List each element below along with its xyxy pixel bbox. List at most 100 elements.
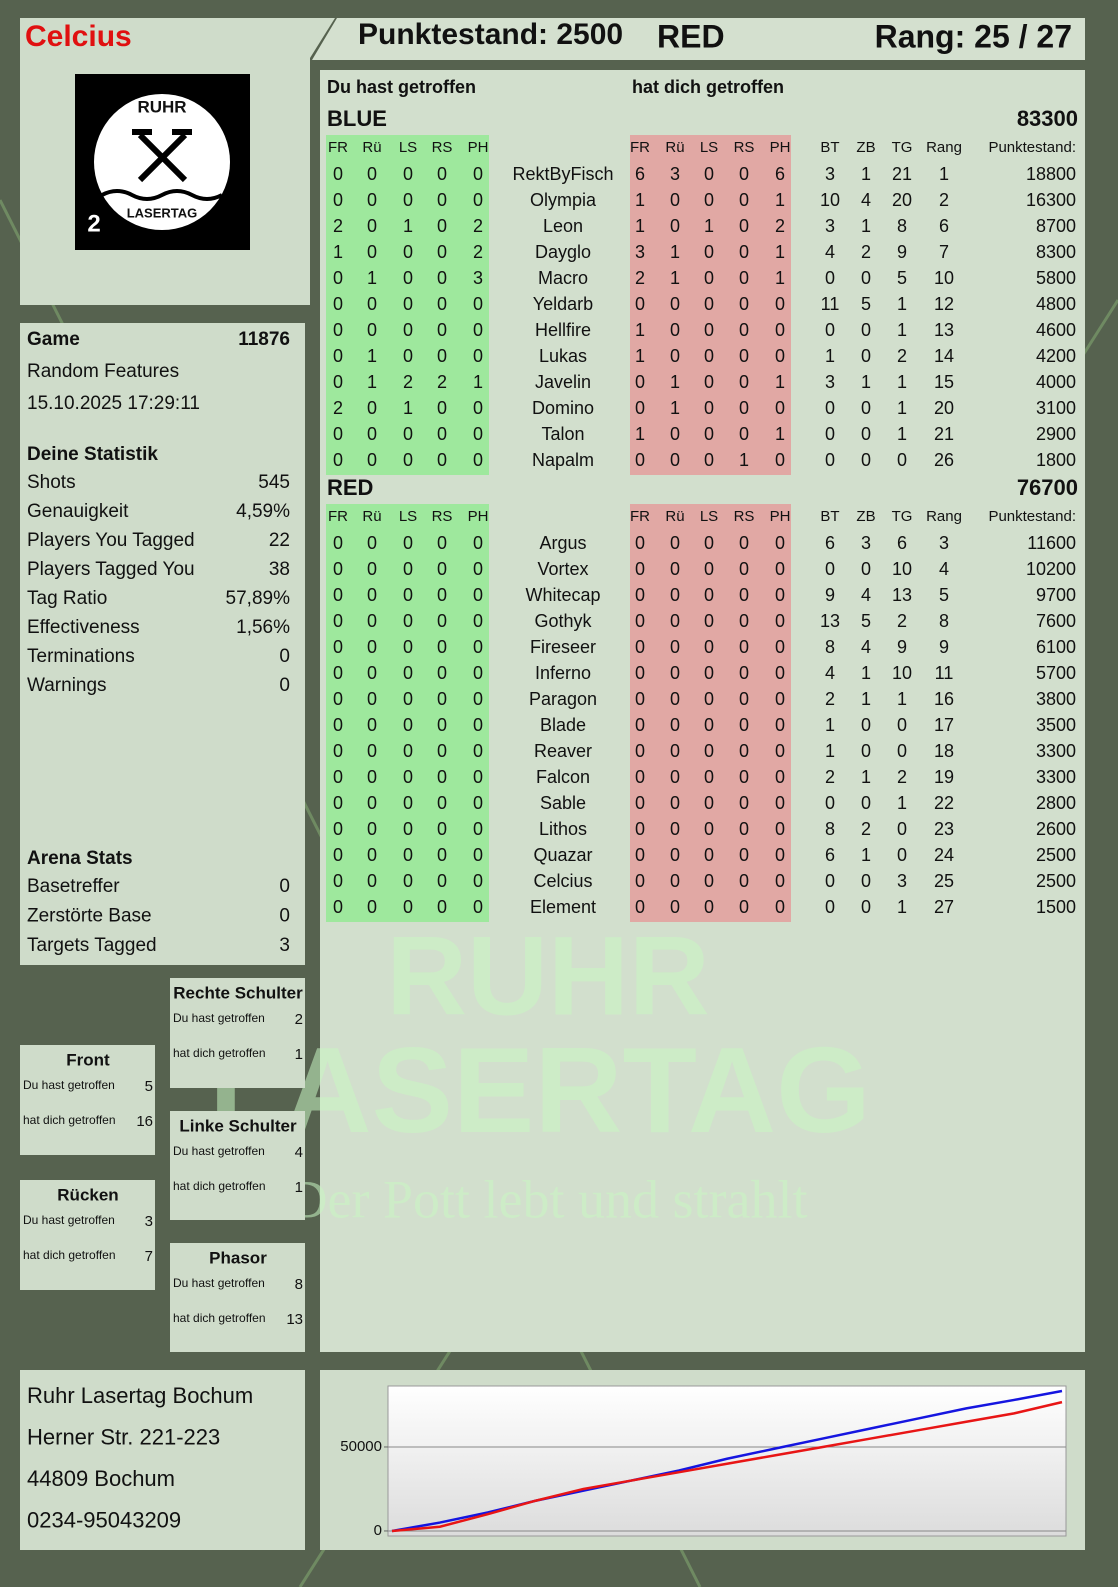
player-stat: 3 xyxy=(825,164,835,184)
player-stat: 4000 xyxy=(1036,372,1076,392)
got-count: 0 xyxy=(775,559,785,579)
player-stat: 0 xyxy=(897,741,907,761)
hit-count: 1 xyxy=(403,216,413,236)
player-name: Lukas xyxy=(539,346,587,366)
zone-label: Du hast getroffen xyxy=(23,1213,115,1227)
got-count: 0 xyxy=(739,663,749,683)
player-stat: 2 xyxy=(861,242,871,262)
series-line xyxy=(391,1400,1063,1533)
got-count: 0 xyxy=(670,845,680,865)
stat-label: Targets Tagged xyxy=(27,935,157,956)
column-header: Rü xyxy=(362,139,381,156)
zone-value: 2 xyxy=(295,1011,303,1028)
hit-count: 0 xyxy=(333,346,343,366)
player-stat: 3500 xyxy=(1036,715,1076,735)
hit-count: 0 xyxy=(473,767,483,787)
address-line: Ruhr Lasertag Bochum xyxy=(27,1383,253,1408)
got-count: 0 xyxy=(775,450,785,470)
got-count: 0 xyxy=(704,819,714,839)
zone-box xyxy=(170,1243,305,1352)
stat-value: 0 xyxy=(279,876,290,897)
player-stat: 13 xyxy=(892,585,912,605)
hit-count: 0 xyxy=(403,637,413,657)
hit-count: 0 xyxy=(403,268,413,288)
hit-count: 0 xyxy=(403,346,413,366)
player-stat: 2 xyxy=(939,190,949,210)
hit-count: 0 xyxy=(367,611,377,631)
hit-count: 0 xyxy=(333,767,343,787)
got-count: 0 xyxy=(670,871,680,891)
column-header: LS xyxy=(399,508,417,525)
got-count: 0 xyxy=(704,741,714,761)
got-count: 1 xyxy=(775,190,785,210)
stat-label: Players You Tagged xyxy=(27,530,195,551)
player-stat: 18 xyxy=(934,741,954,761)
player-stat: 8 xyxy=(939,611,949,631)
game-panel xyxy=(20,323,305,965)
column-header: LS xyxy=(700,508,718,525)
got-count: 0 xyxy=(739,585,749,605)
logo-text: LASERTAG xyxy=(127,205,198,220)
got-count: 0 xyxy=(704,689,714,709)
got-count: 0 xyxy=(635,663,645,683)
zone-value: 1 xyxy=(295,1179,303,1196)
hit-count: 0 xyxy=(403,845,413,865)
player-name: Talon xyxy=(541,424,584,444)
player-stat: 3 xyxy=(897,871,907,891)
hit-count: 0 xyxy=(473,294,483,314)
player-stat: 0 xyxy=(825,450,835,470)
stat-label: Warnings xyxy=(27,675,107,696)
hit-count: 0 xyxy=(367,320,377,340)
column-header: Rang xyxy=(926,508,962,525)
player-stat: 5 xyxy=(861,294,871,314)
hit-count: 0 xyxy=(437,871,447,891)
got-count: 0 xyxy=(635,845,645,865)
hit-count: 0 xyxy=(473,663,483,683)
game-mode: Random Features xyxy=(27,361,179,382)
column-header: PH xyxy=(770,508,791,525)
hit-count: 0 xyxy=(473,585,483,605)
hit-count: 0 xyxy=(473,533,483,553)
zone-title: Front xyxy=(66,1050,110,1069)
player-stat: 1800 xyxy=(1036,450,1076,470)
hit-count: 2 xyxy=(333,398,343,418)
got-count: 0 xyxy=(670,715,680,735)
hit-count: 0 xyxy=(333,533,343,553)
got-count: 1 xyxy=(635,216,645,236)
player-stat: 2900 xyxy=(1036,424,1076,444)
player-stat: 0 xyxy=(897,715,907,735)
got-count: 0 xyxy=(704,398,714,418)
hit-count: 0 xyxy=(403,294,413,314)
got-count: 2 xyxy=(635,268,645,288)
got-count: 0 xyxy=(739,819,749,839)
hit-count: 0 xyxy=(473,871,483,891)
hit-count: 0 xyxy=(437,663,447,683)
player-stat: 0 xyxy=(861,398,871,418)
hit-count: 0 xyxy=(403,819,413,839)
got-count: 0 xyxy=(775,320,785,340)
hit-count: 0 xyxy=(333,450,343,470)
player-stat: 1 xyxy=(861,663,871,683)
player-stat: 3 xyxy=(825,216,835,236)
player-stat: 16 xyxy=(934,689,954,709)
hit-count: 0 xyxy=(367,398,377,418)
player-stat: 0 xyxy=(861,715,871,735)
hit-count: 0 xyxy=(403,715,413,735)
got-count: 0 xyxy=(670,585,680,605)
hit-count: 0 xyxy=(333,715,343,735)
player-stat: 1 xyxy=(897,294,907,314)
player-stat: 25 xyxy=(934,871,954,891)
hit-count: 0 xyxy=(473,741,483,761)
player-stat: 27 xyxy=(934,897,954,917)
player-stat: 3300 xyxy=(1036,741,1076,761)
stat-value: 0 xyxy=(279,675,290,696)
hit-count: 0 xyxy=(437,845,447,865)
got-count: 1 xyxy=(635,424,645,444)
got-count: 0 xyxy=(670,637,680,657)
player-stat: 11 xyxy=(821,294,840,314)
hit-count: 0 xyxy=(367,819,377,839)
column-header: LS xyxy=(700,139,718,156)
hit-count: 0 xyxy=(333,611,343,631)
player-stat: 1 xyxy=(897,897,907,917)
stat-value: 1,56% xyxy=(236,617,290,638)
